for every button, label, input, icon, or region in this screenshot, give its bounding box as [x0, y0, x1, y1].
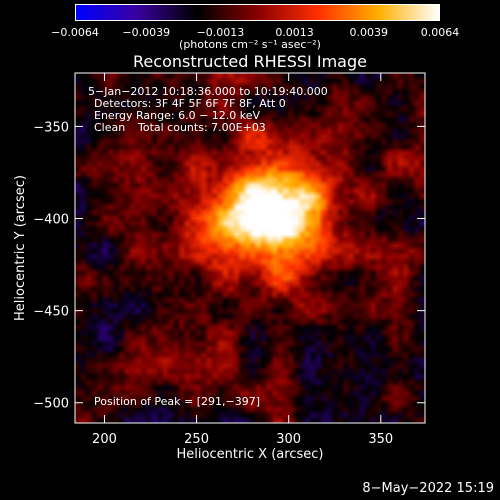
x-tick-label: 250: [184, 432, 209, 447]
annotation-counts: Total counts: 7.00E+03: [138, 121, 266, 134]
colorbar-gradient: [75, 4, 440, 21]
y-tick-label: −500: [33, 397, 69, 412]
colorbar-units: (photons cm⁻² s⁻¹ asec⁻²): [179, 38, 321, 51]
x-axis-title: Heliocentric X (arcsec): [177, 447, 324, 462]
x-tick-label: 350: [368, 432, 393, 447]
colorbar-tick-label: 0.0039: [349, 26, 388, 39]
colorbar-tick-label: −0.0064: [51, 26, 99, 39]
colorbar-tick-label: −0.0039: [122, 26, 171, 39]
y-tick-label: −450: [33, 305, 69, 320]
annotation-peak: Position of Peak = [291,−397]: [94, 395, 261, 408]
plot-area: 5−Jan−2012 10:18:36.000 to 10:19:40.000 …: [75, 73, 425, 423]
x-tick-label: 300: [276, 432, 301, 447]
x-tick-label: 200: [92, 432, 117, 447]
colorbar-tick-label: −0.0013: [196, 26, 245, 39]
y-axis-title: Heliocentric Y (arcsec): [13, 175, 28, 321]
y-tick-label: −400: [33, 213, 69, 228]
datestamp: 8−May−2022 15:19: [362, 481, 494, 496]
colorbar-tick-label: 0.0013: [275, 26, 314, 39]
annotation-algorithm: Clean: [94, 121, 126, 134]
y-tick-label: −350: [33, 120, 69, 135]
chart-title: Reconstructed RHESSI Image: [133, 52, 367, 71]
colorbar-tick-label: 0.0064: [420, 26, 460, 39]
